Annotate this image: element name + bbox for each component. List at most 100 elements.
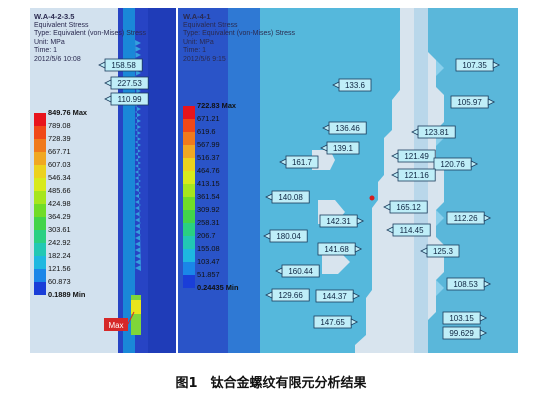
left-legend-swatch <box>34 126 46 139</box>
right-legend-swatch <box>183 145 195 158</box>
right-legend-swatch <box>183 171 195 184</box>
right-panel-title: W.A-4-1 <box>183 12 211 21</box>
right-probe-pointer <box>352 292 361 300</box>
left-legend-value: 485.66 <box>48 186 71 195</box>
left-legend-value: 303.61 <box>48 225 71 234</box>
left-legend-swatch <box>34 165 46 178</box>
left-legend-swatch <box>34 139 46 152</box>
right-header-line-2: Type: Equivalent (von-Mises) Stress <box>183 30 296 38</box>
right-legend-value: 361.54 <box>197 192 220 201</box>
probe-point-marker <box>369 195 375 201</box>
right-probe-pointer <box>275 267 283 275</box>
right-legend-swatch <box>183 197 195 210</box>
right-legend-min: 0.24435 Min <box>197 283 239 292</box>
left-probe-value: 110.99 <box>118 95 142 104</box>
right-legend-swatch <box>183 184 195 197</box>
max-tag-label: Max <box>108 321 123 330</box>
left-nut-body <box>148 8 176 353</box>
right-probe-pointer <box>356 217 365 225</box>
right-legend-swatch <box>183 132 195 145</box>
right-probe-value: 161.7 <box>292 158 313 167</box>
right-probe-value: 141.68 <box>324 245 349 254</box>
right-probe-pointer <box>391 152 399 160</box>
right-legend-value: 567.99 <box>197 140 220 149</box>
left-header-line-4: Time: 1 <box>34 47 58 55</box>
right-header-line-1: Equivalent Stress <box>183 21 238 29</box>
right-legend-value: 413.15 <box>197 179 220 188</box>
left-probe-pointer <box>98 61 106 69</box>
left-probe-pointer <box>104 79 112 87</box>
right-legend-value: 464.76 <box>197 166 220 175</box>
right-probe-value: 136.46 <box>335 124 360 133</box>
left-header-line-5: 2012/5/6 10:08 <box>34 55 81 63</box>
right-legend-swatch <box>183 106 195 119</box>
right-legend-swatch <box>183 275 195 288</box>
right-header-line-5: 2012/5/6 9:15 <box>183 55 226 63</box>
right-probe-value: 140.08 <box>278 193 303 202</box>
left-legend-value: 607.03 <box>48 160 71 169</box>
right-legend-value: 516.37 <box>197 153 220 162</box>
right-legend-max: 722.83 Max <box>197 101 237 110</box>
left-panel-header: W.A-4-2-3.5 Equivalent Stress Type: Equi… <box>34 12 146 65</box>
right-probe-pointer <box>479 329 488 337</box>
right-legend-swatch <box>183 262 195 275</box>
left-legend-value: 121.56 <box>48 264 71 273</box>
left-legend-min: 0.1889 Min <box>48 290 86 299</box>
right-legend-colorbar <box>183 106 195 288</box>
left-legend-swatch <box>34 152 46 165</box>
right-probe-value: 123.81 <box>424 128 449 137</box>
right-probe-value: 139.1 <box>333 144 354 153</box>
left-legend-value: 789.08 <box>48 121 71 130</box>
max-tag: Max <box>104 311 135 331</box>
left-legend-swatch <box>34 191 46 204</box>
right-legend-value: 309.92 <box>197 205 220 214</box>
figure-caption: 图1 钛合金螺纹有限元分析结果 <box>175 376 367 391</box>
right-legend-swatch <box>183 223 195 236</box>
left-legend-max: 849.76 Max <box>48 108 88 117</box>
right-probe-value: 105.97 <box>457 98 482 107</box>
right-legend-swatch <box>183 158 195 171</box>
right-legend-value: 258.31 <box>197 218 220 227</box>
right-probe-pointer <box>322 124 330 132</box>
right-probe-value: 107.35 <box>462 61 487 70</box>
right-probe-pointer <box>487 98 496 106</box>
right-probe-value: 142.31 <box>326 217 351 226</box>
right-probe-value: 99.629 <box>449 329 474 338</box>
left-legend-swatch <box>34 282 46 295</box>
left-legend-value: 424.98 <box>48 199 71 208</box>
left-probe-value: 227.53 <box>117 79 142 88</box>
right-probe-pointer <box>391 171 399 179</box>
left-header-line-3: Unit: MPa <box>34 38 65 46</box>
right-probe-value: 160.44 <box>288 267 313 276</box>
right-probe-pointer <box>386 226 394 234</box>
right-probe-pointer <box>383 203 391 211</box>
right-probe-value: 133.6 <box>345 81 366 90</box>
right-probe-pointer <box>411 128 419 136</box>
left-legend-value: 667.71 <box>48 147 71 156</box>
right-outer-region <box>428 8 518 353</box>
left-legend-value: 182.24 <box>48 251 71 260</box>
right-probe-pointer <box>483 280 492 288</box>
right-probe-value: 165.12 <box>396 203 421 212</box>
right-probe-pointer <box>492 61 501 69</box>
right-header-line-3: Unit: MPa <box>183 38 214 46</box>
probe-labels: 158.58 227.53 110.99 133.6 136.46 139.1 161.7 1… <box>98 58 501 340</box>
left-legend-swatch <box>34 178 46 191</box>
left-probe-value: 158.58 <box>111 61 136 70</box>
right-probe-pointer <box>265 193 273 201</box>
left-legend-swatch <box>34 217 46 230</box>
right-probe-value: 147.65 <box>320 318 345 327</box>
right-probe-value: 121.16 <box>404 171 429 180</box>
left-probe-pointer <box>104 95 112 103</box>
right-legend-swatch <box>183 119 195 132</box>
right-legend-value: 619.6 <box>197 127 216 136</box>
right-probe-value: 120.76 <box>440 160 465 169</box>
right-probe-value: 129.66 <box>278 291 303 300</box>
right-bolt-outer <box>228 8 260 353</box>
right-probe-value: 125.3 <box>433 247 454 256</box>
right-probe-pointer <box>420 247 428 255</box>
right-thread-profile <box>312 150 350 274</box>
right-probe-pointer <box>354 245 363 253</box>
right-legend-value: 103.47 <box>197 257 220 266</box>
left-panel-title: W.A-4-2-3.5 <box>34 12 75 21</box>
